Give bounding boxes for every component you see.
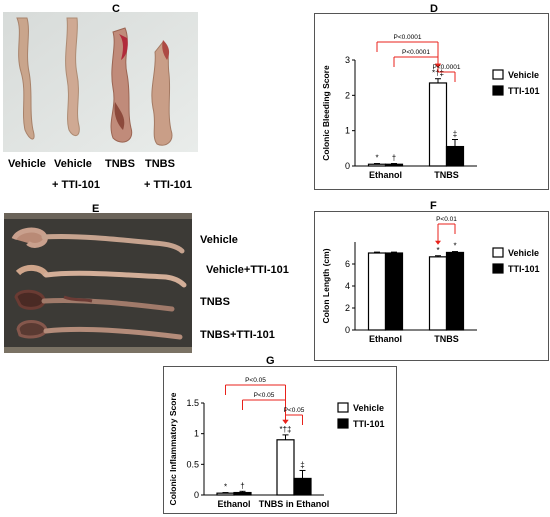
bar [445, 145, 465, 167]
y-axis-label: Colonic Bleeding Score [321, 65, 331, 161]
bar [293, 477, 312, 496]
label-e-tnbs: TNBS [200, 296, 230, 308]
y-tick-label: 3 [345, 55, 350, 65]
bar [367, 252, 387, 331]
p-value-label: P<0.0001 [432, 64, 460, 71]
chart-g-box: 0 0.5 1 1.5 Colonic Inflammatory Score Ethano… [163, 366, 397, 514]
label-c-tnbs-plus-tti: + TTI-101 [144, 179, 192, 191]
comparison-arrowhead [435, 240, 441, 245]
colon-photo-e [4, 213, 192, 353]
significance-mark: ‡ [453, 130, 457, 139]
significance-mark: ‡ [300, 460, 304, 469]
significance-mark: * [436, 246, 439, 255]
p-value-label: P<0.0001 [393, 34, 421, 41]
p-value-label: P<0.0001 [402, 49, 430, 56]
chart-d-box: 0 1 2 3 Colonic Bleeding Score Ethanol TNBS * *†… [314, 13, 549, 190]
label-c-tnbs2: TNBS [145, 158, 175, 170]
legend-swatch [492, 263, 504, 274]
p-value-label: P<0.05 [254, 392, 275, 399]
label-e-vehicle: Vehicle [200, 234, 238, 246]
y-tick-label: 1 [345, 126, 350, 136]
chart-f: 0 2 4 6 Colon Length (cm) Ethanol TNBS * * P<0.01… [321, 216, 540, 344]
y-axis-label: Colon Length (cm) [321, 248, 331, 323]
label-c-vehicle2: Vehicle [54, 158, 92, 170]
significance-mark: * [375, 154, 378, 163]
y-tick-label: 1.5 [186, 398, 199, 408]
category-label: TNBS [434, 334, 459, 344]
bar [276, 439, 295, 496]
bar [216, 492, 235, 496]
legend-swatch [337, 418, 349, 429]
bar [384, 163, 404, 167]
label-e-vehicle-tti: Vehicle+TTI-101 [206, 264, 289, 276]
panel-letter-g: G [266, 355, 275, 367]
y-tick-label: 1 [194, 429, 199, 439]
panel-letter-f: F [430, 200, 437, 212]
chart-f-box: 0 2 4 6 Colon Length (cm) Ethanol TNBS * * P<0.01… [314, 211, 549, 361]
legend-swatch [492, 69, 504, 80]
panel-letter-e: E [92, 203, 100, 215]
y-tick-label: 4 [345, 281, 350, 291]
y-tick-label: 0.5 [186, 459, 199, 469]
significance-mark: *†‡ [279, 425, 291, 434]
legend-label: TTI-101 [508, 264, 540, 274]
panel-letter-d: D [430, 3, 438, 15]
y-axis-label: Colonic Inflammatory Score [168, 392, 178, 505]
legend-label: TTI-101 [353, 419, 385, 429]
legend-label: Vehicle [508, 248, 539, 258]
significance-mark: * [224, 483, 227, 492]
y-tick-label: 0 [345, 325, 350, 335]
y-tick-label: 2 [345, 303, 350, 313]
bar [428, 82, 448, 167]
significance-mark: *†‡ [432, 69, 444, 78]
panel-letter-c: C [112, 3, 120, 15]
y-tick-label: 0 [194, 490, 199, 500]
legend-label: Vehicle [353, 403, 384, 413]
category-label: Ethanol [218, 499, 251, 509]
significance-mark: * [453, 242, 456, 251]
legend-swatch [337, 402, 349, 413]
bar [428, 256, 448, 331]
comparison-arrowhead [435, 63, 441, 68]
category-label: Ethanol [369, 334, 402, 344]
category-label: Ethanol [369, 170, 402, 180]
y-tick-label: 0 [345, 161, 350, 171]
label-e-tnbs-tti: TNBS+TTI-101 [200, 329, 275, 341]
legend-label: TTI-101 [508, 86, 540, 96]
comparison-arrowhead [282, 419, 289, 424]
label-c-vehicle: Vehicle [8, 158, 46, 170]
chart-d: 0 1 2 3 Colonic Bleeding Score Ethanol TNBS * *†… [321, 34, 540, 180]
bar [233, 491, 252, 496]
legend-label: Vehicle [508, 70, 539, 80]
label-c-tnbs: TNBS [105, 158, 135, 170]
colon-photo-c [3, 12, 198, 152]
legend-swatch [492, 247, 504, 258]
category-label: TNBS in Ethanol [259, 499, 330, 509]
p-value-label: P<0.01 [436, 216, 457, 223]
significance-mark: † [240, 481, 244, 490]
p-value-label: P<0.05 [245, 377, 266, 384]
y-tick-label: 2 [345, 90, 350, 100]
bar [384, 252, 404, 331]
category-label: TNBS [434, 170, 459, 180]
legend-swatch [492, 85, 504, 96]
y-tick-label: 6 [345, 259, 350, 269]
p-value-label: P<0.05 [284, 407, 305, 414]
bar [445, 251, 465, 331]
chart-g: 0 0.5 1 1.5 Colonic Inflammatory Score Ethano… [168, 377, 385, 509]
significance-mark: † [392, 154, 396, 163]
label-c-plus-tti: + TTI-101 [52, 179, 100, 191]
bar [367, 163, 387, 167]
